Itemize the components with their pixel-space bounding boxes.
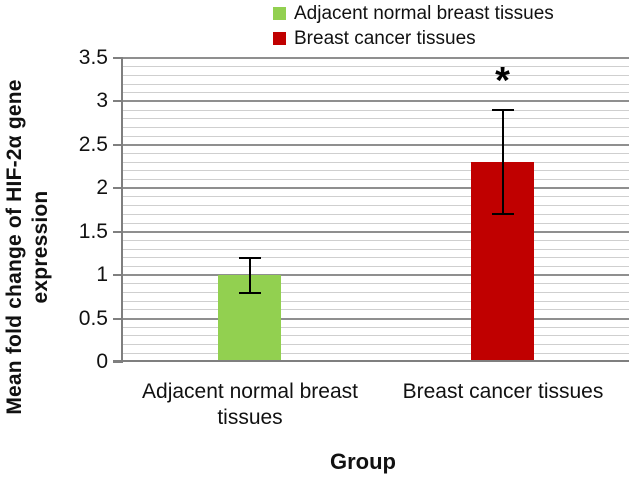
y-axis-tick xyxy=(113,57,122,59)
y-axis-tick xyxy=(113,100,122,103)
minor-gridline xyxy=(123,118,629,120)
minor-gridline xyxy=(123,213,629,215)
y-axis-tick xyxy=(113,230,122,233)
legend-swatch-green-icon xyxy=(273,7,286,20)
error-bar-cap xyxy=(238,291,261,294)
minor-gridline xyxy=(123,283,629,285)
minor-gridline xyxy=(123,109,629,111)
minor-gridline xyxy=(123,153,629,155)
minor-gridline xyxy=(123,205,629,207)
minor-gridline xyxy=(123,292,629,293)
major-gridline xyxy=(123,274,629,277)
minor-gridline xyxy=(123,300,629,302)
minor-gridline xyxy=(123,161,629,163)
minor-gridline xyxy=(123,239,629,241)
major-gridline xyxy=(123,230,629,233)
y-axis-tick-label: 0 xyxy=(96,350,108,373)
minor-gridline xyxy=(123,265,629,267)
minor-gridline xyxy=(123,248,629,250)
minor-gridline xyxy=(123,222,629,224)
minor-gridline xyxy=(123,179,629,181)
minor-gridline xyxy=(123,135,629,137)
minor-gridline xyxy=(123,344,629,346)
error-bar-stem xyxy=(501,110,504,215)
y-axis-tick xyxy=(113,274,122,277)
x-category-label-breast-cancer: Breast cancer tissues xyxy=(402,380,604,403)
legend-label-adjacent-normal: Adjacent normal breast tissues xyxy=(294,2,554,24)
major-gridline xyxy=(123,317,629,320)
minor-gridline xyxy=(123,352,629,354)
legend-swatch-red-icon xyxy=(273,32,286,45)
plot-area: * xyxy=(113,57,629,363)
major-gridline xyxy=(123,143,629,146)
error-bar-stem xyxy=(248,257,251,293)
major-gridline xyxy=(123,187,629,190)
y-axis-tick-label: 2.5 xyxy=(78,132,108,156)
error-bar-cap xyxy=(491,109,514,112)
error-bar-cap xyxy=(491,213,514,216)
minor-gridline xyxy=(123,83,629,85)
y-axis-tick-label: 3 xyxy=(96,89,108,113)
minor-gridline xyxy=(123,126,629,128)
y-axis-line xyxy=(121,57,123,363)
y-axis-tick-label: 2 xyxy=(96,176,108,200)
x-axis-line xyxy=(113,360,629,362)
legend-label-breast-cancer: Breast cancer tissues xyxy=(294,27,476,49)
minor-gridline xyxy=(123,74,629,76)
y-axis-tick-label: 1 xyxy=(96,263,108,287)
y-axis-tick-label: 3.5 xyxy=(78,46,108,69)
y-axis-tick-label: 0.5 xyxy=(78,306,108,330)
chart-legend: Adjacent normal breast tissues Breast ca… xyxy=(273,1,554,51)
y-axis-tick xyxy=(113,317,122,320)
minor-gridline xyxy=(123,335,629,337)
y-axis-tick xyxy=(113,187,122,190)
minor-gridline xyxy=(123,92,629,94)
minor-gridline xyxy=(123,326,629,328)
minor-gridline xyxy=(123,309,629,311)
y-axis-tick xyxy=(113,361,122,363)
x-category-label-adjacent-normal: Adjacent normal breast tissues xyxy=(142,380,358,429)
legend-item-adjacent-normal: Adjacent normal breast tissues xyxy=(273,1,554,26)
minor-gridline xyxy=(123,66,629,68)
minor-gridline xyxy=(123,196,629,198)
y-axis-tick xyxy=(113,143,122,146)
legend-item-breast-cancer: Breast cancer tissues xyxy=(273,26,554,51)
y-axis-tick-label: 1.5 xyxy=(78,219,108,243)
significance-asterisk: * xyxy=(495,60,510,103)
minor-gridline xyxy=(123,170,629,172)
x-axis-title: Group xyxy=(330,449,396,474)
minor-gridline xyxy=(123,257,629,259)
error-bar-cap xyxy=(238,256,261,259)
major-gridline xyxy=(123,100,629,103)
major-gridline xyxy=(123,57,629,59)
